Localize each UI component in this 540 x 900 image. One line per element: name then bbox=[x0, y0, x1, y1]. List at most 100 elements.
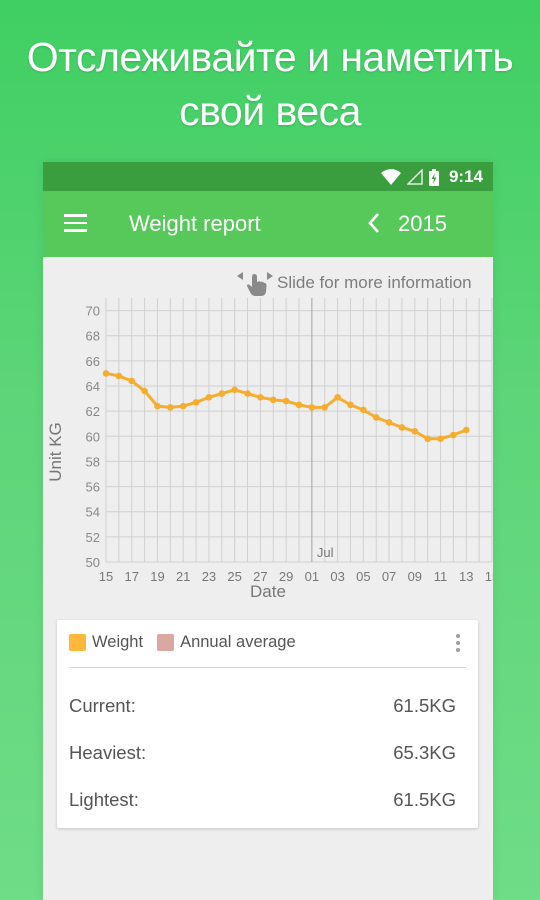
y-tick-label: 52 bbox=[86, 530, 100, 545]
battery-charging-icon bbox=[428, 168, 439, 186]
weight-data-point[interactable] bbox=[398, 424, 406, 431]
weight-data-point[interactable] bbox=[244, 390, 251, 397]
weight-data-point[interactable] bbox=[102, 370, 110, 377]
year-selector[interactable]: 2015 bbox=[398, 211, 447, 236]
legend-label-annual-average: Annual average bbox=[180, 633, 296, 651]
weight-data-point[interactable] bbox=[128, 377, 136, 385]
more-vertical-icon[interactable] bbox=[455, 634, 461, 654]
weight-data-point[interactable] bbox=[205, 394, 213, 401]
x-tick-label: 09 bbox=[408, 569, 422, 584]
stat-row-lightest: Lightest: 61.5KG bbox=[69, 789, 456, 811]
weight-data-point[interactable] bbox=[321, 404, 329, 411]
y-tick-label: 54 bbox=[86, 505, 100, 520]
chart-legend: Weight Annual average bbox=[69, 633, 310, 652]
weight-data-point[interactable] bbox=[437, 435, 444, 443]
chevron-left-icon[interactable] bbox=[365, 210, 385, 236]
y-tick-label: 50 bbox=[86, 555, 100, 570]
weight-data-point[interactable] bbox=[282, 397, 290, 405]
chart-grid bbox=[105, 298, 493, 563]
x-tick-label: 27 bbox=[253, 569, 267, 584]
legend-item-weight[interactable]: Weight bbox=[69, 633, 143, 652]
x-axis-label: Date bbox=[250, 582, 286, 601]
weight-data-point[interactable] bbox=[154, 402, 161, 410]
weight-series bbox=[102, 370, 470, 443]
swipe-hand-icon bbox=[237, 272, 273, 296]
y-tick-label: 58 bbox=[86, 454, 100, 469]
weight-data-point[interactable] bbox=[334, 394, 341, 401]
x-tick-label: 05 bbox=[356, 569, 370, 584]
x-tick-label: 17 bbox=[124, 569, 138, 584]
y-tick-label: 56 bbox=[86, 480, 100, 495]
y-tick-label: 70 bbox=[86, 304, 100, 319]
status-bar: 9:14 bbox=[43, 162, 493, 191]
promo-headline: Отслеживайте и наметить свой веса bbox=[0, 30, 540, 138]
weight-data-point[interactable] bbox=[462, 426, 470, 434]
weight-line-chart[interactable]: 50 52 54 56 58 60 62 64 66 68 70 15 17 19 21 23 25 27 29 0… bbox=[43, 292, 493, 602]
x-tick-label: 03 bbox=[330, 569, 344, 584]
page-title: Weight report bbox=[129, 211, 261, 236]
weight-data-point[interactable] bbox=[179, 402, 187, 410]
weight-data-point[interactable] bbox=[141, 387, 148, 395]
x-tick-label: 25 bbox=[227, 569, 241, 584]
y-tick-label: 66 bbox=[86, 354, 100, 369]
promo-headline-line-2: свой веса bbox=[179, 88, 361, 134]
legend-item-annual-average[interactable]: Annual average bbox=[157, 633, 296, 652]
stat-row-current: Current: 61.5KG bbox=[69, 695, 456, 717]
phone-screen: 9:14 Weight report 2015 Slide for more i… bbox=[43, 162, 493, 900]
legend-swatch-annual-average bbox=[157, 634, 175, 651]
weight-data-point[interactable] bbox=[269, 396, 277, 404]
status-time: 9:14 bbox=[448, 167, 483, 186]
stat-label-current: Current: bbox=[69, 695, 136, 716]
y-tick-label: 62 bbox=[86, 404, 100, 419]
x-tick-label: 23 bbox=[202, 569, 216, 584]
stat-value-current: 61.5KG bbox=[393, 695, 456, 716]
x-tick-label: 15 bbox=[99, 569, 113, 584]
stat-label-heaviest: Heaviest: bbox=[69, 742, 147, 763]
weight-data-point[interactable] bbox=[372, 414, 380, 421]
weight-data-point[interactable] bbox=[385, 419, 393, 426]
x-tick-label: 19 bbox=[150, 569, 164, 584]
weight-data-point[interactable] bbox=[257, 394, 264, 401]
stat-label-lightest: Lightest: bbox=[69, 789, 139, 810]
x-tick-label: 13 bbox=[459, 569, 473, 584]
weight-data-point[interactable] bbox=[424, 435, 431, 443]
stat-row-heaviest: Heaviest: 65.3KG bbox=[69, 742, 456, 764]
legend-swatch-weight bbox=[69, 634, 86, 651]
month-marker-label: Jul bbox=[317, 545, 334, 560]
weight-data-point[interactable] bbox=[450, 431, 457, 439]
x-tick-label: 01 bbox=[305, 569, 319, 584]
y-tick-label: 64 bbox=[86, 379, 100, 394]
slide-hint[interactable]: Slide for more information bbox=[235, 269, 472, 297]
signal-icon bbox=[406, 169, 423, 185]
y-axis-label: Unit KG bbox=[46, 422, 65, 482]
y-axis-ticks: 50 52 54 56 58 60 62 64 66 68 70 bbox=[86, 304, 100, 570]
x-axis-ticks: 15 17 19 21 23 25 27 29 01 03 05 07 09 11 13 15 bbox=[99, 569, 493, 584]
y-tick-label: 68 bbox=[86, 329, 100, 344]
x-tick-label: 15 bbox=[485, 569, 493, 584]
x-tick-label: 11 bbox=[434, 569, 448, 584]
stat-value-heaviest: 65.3KG bbox=[393, 742, 456, 763]
weight-data-point[interactable] bbox=[192, 399, 200, 406]
card-divider bbox=[69, 667, 466, 668]
x-tick-label: 07 bbox=[382, 569, 396, 584]
x-tick-label: 21 bbox=[176, 569, 190, 584]
weight-data-point[interactable] bbox=[167, 404, 174, 411]
weight-data-point[interactable] bbox=[308, 404, 316, 411]
x-tick-label: 29 bbox=[279, 569, 293, 584]
summary-card: Weight Annual average Current: 61.5KG He… bbox=[57, 620, 478, 828]
legend-label-weight: Weight bbox=[92, 633, 144, 651]
weight-data-point[interactable] bbox=[411, 427, 419, 435]
y-tick-label: 60 bbox=[86, 429, 100, 444]
weight-data-point[interactable] bbox=[295, 401, 303, 409]
weight-data-point[interactable] bbox=[218, 390, 226, 397]
weight-data-point[interactable] bbox=[347, 401, 354, 409]
wifi-icon bbox=[380, 169, 401, 185]
promo-headline-line-1: Отслеживайте и наметить bbox=[26, 34, 514, 80]
slide-hint-text: Slide for more information bbox=[277, 273, 472, 292]
weight-data-point[interactable] bbox=[115, 372, 123, 380]
stat-value-lightest: 61.5KG bbox=[393, 789, 456, 810]
app-bar: Weight report 2015 bbox=[43, 191, 493, 257]
weight-data-point[interactable] bbox=[231, 386, 238, 394]
weight-data-point[interactable] bbox=[360, 406, 367, 414]
hamburger-menu-icon[interactable] bbox=[64, 214, 87, 232]
